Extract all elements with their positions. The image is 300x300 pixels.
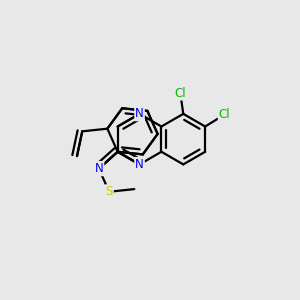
Text: Cl: Cl — [175, 87, 186, 100]
Text: S: S — [106, 185, 113, 198]
Text: Cl: Cl — [219, 108, 230, 121]
Text: N: N — [135, 158, 144, 171]
Text: N: N — [94, 162, 103, 175]
Text: N: N — [94, 162, 103, 175]
Text: N: N — [135, 107, 144, 120]
